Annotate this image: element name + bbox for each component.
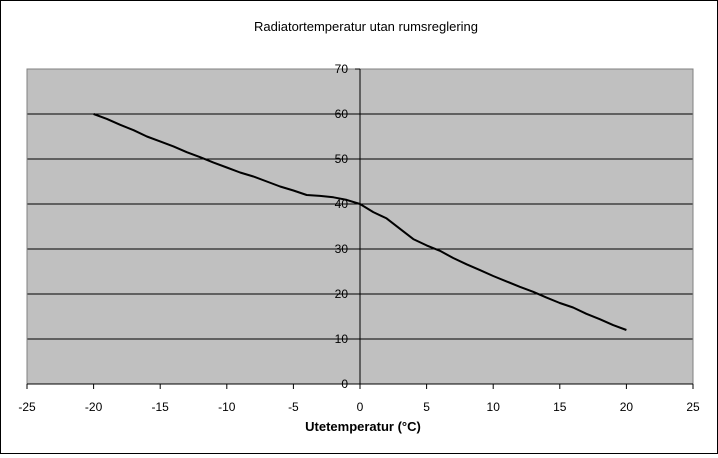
x-tick-label-4: -5 — [288, 400, 299, 414]
x-tick-label-9: 20 — [620, 400, 634, 414]
x-tick-label-3: -10 — [218, 400, 236, 414]
x-tick-label-6: 5 — [423, 400, 430, 414]
chart-title: Radiatortemperatur utan rumsreglering — [254, 19, 478, 34]
x-tick-labels: -25 -20 -15 -10 -5 0 5 10 15 20 25 — [18, 400, 700, 414]
x-tick-label-10: 25 — [686, 400, 700, 414]
x-tick-label-0: -25 — [18, 400, 36, 414]
axes — [26, 68, 694, 389]
x-tick-label-7: 10 — [487, 400, 501, 414]
x-tick-label-5: 0 — [357, 400, 364, 414]
y-tick-label-3: 30 — [335, 242, 349, 256]
y-tick-label-1: 10 — [335, 332, 349, 346]
series-line-0 — [93, 113, 627, 331]
y-tick-label-2: 20 — [335, 287, 349, 301]
x-tick-label-8: 15 — [553, 400, 567, 414]
y-tick-label-5: 50 — [335, 152, 349, 166]
y-tick-label-6: 60 — [335, 107, 349, 121]
x-tick-label-1: -20 — [85, 400, 103, 414]
x-tick-label-2: -15 — [152, 400, 170, 414]
y-tick-label-7: 70 — [335, 62, 349, 76]
series-group — [93, 113, 627, 331]
x-axis-label: Utetemperatur (°C) — [305, 419, 421, 434]
y-tick-label-0: 0 — [341, 377, 348, 391]
